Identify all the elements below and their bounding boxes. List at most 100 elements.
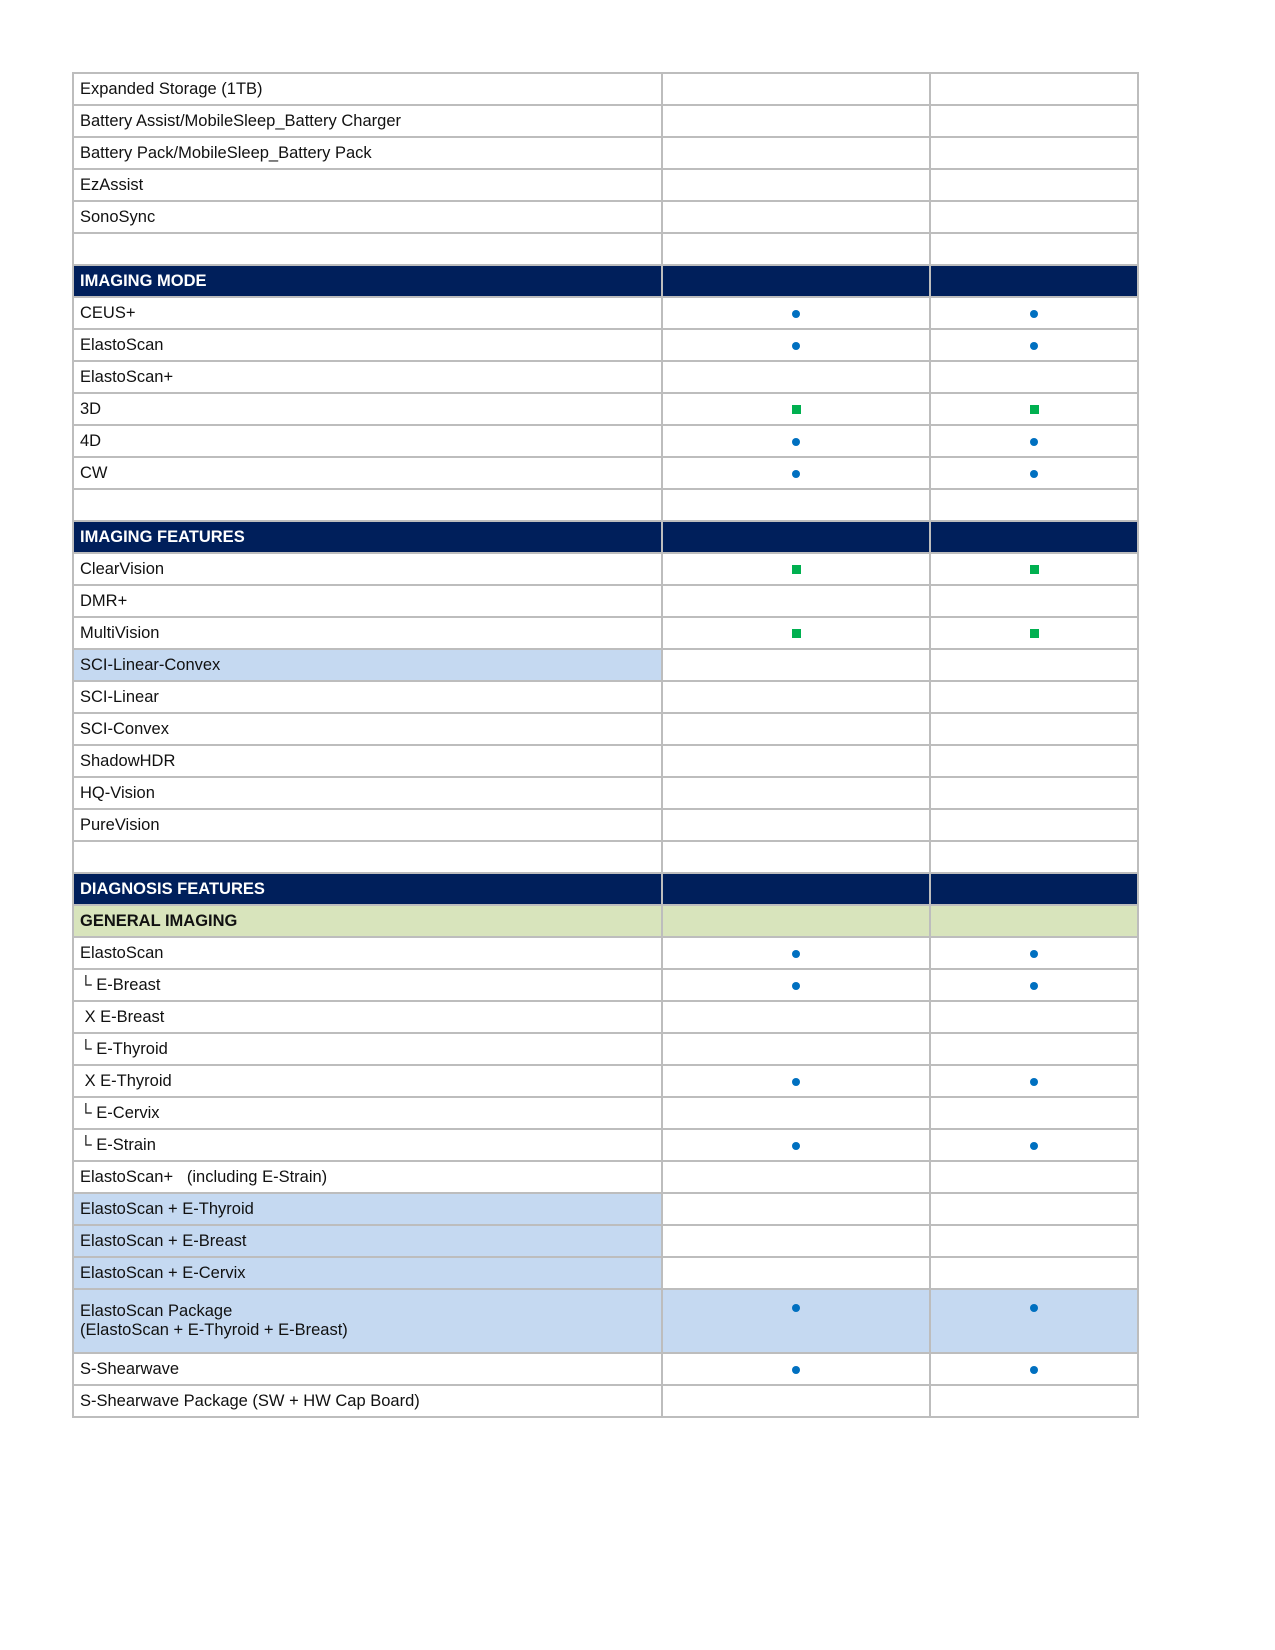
availability-cell <box>929 1288 1139 1354</box>
feature-label: Battery Assist/MobileSleep_Battery Charg… <box>72 104 663 138</box>
availability-cell <box>929 744 1139 778</box>
availability-cell <box>661 680 931 714</box>
feature-label: └ E-Thyroid <box>72 1032 663 1066</box>
feature-name: ElastoScan+ (including E-Strain) <box>80 1167 328 1186</box>
table-row: X E-Breast <box>72 1000 1139 1034</box>
standard-dot-icon <box>1030 1304 1038 1312</box>
table-row: SCI-Convex <box>72 712 1139 746</box>
availability-cell <box>661 392 931 426</box>
availability-cell <box>929 328 1139 362</box>
availability-cell <box>929 872 1139 906</box>
standard-dot-icon <box>792 309 800 318</box>
table-row <box>72 488 1139 522</box>
availability-cell <box>929 936 1139 970</box>
availability-cell <box>661 232 931 266</box>
availability-cell <box>661 1128 931 1162</box>
feature-name: ShadowHDR <box>80 751 176 770</box>
table-row: Battery Assist/MobileSleep_Battery Charg… <box>72 104 1139 138</box>
availability-cell <box>661 648 931 682</box>
availability-cell <box>929 456 1139 490</box>
feature-label: S-Shearwave <box>72 1352 663 1386</box>
feature-name: SonoSync <box>80 207 156 226</box>
table-row: 3D <box>72 392 1139 426</box>
feature-label: PureVision <box>72 808 663 842</box>
feature-label: DIAGNOSIS FEATURES <box>72 872 663 906</box>
availability-cell <box>661 712 931 746</box>
table-row: ElastoScan Package (ElastoScan + E-Thyroi… <box>72 1288 1139 1354</box>
feature-label: ClearVision <box>72 552 663 586</box>
table-row: 4D <box>72 424 1139 458</box>
section-header-row: IMAGING FEATURES <box>72 520 1139 554</box>
feature-name: ClearVision <box>80 559 165 578</box>
feature-label <box>72 488 663 522</box>
availability-cell <box>661 1064 931 1098</box>
standard-dot-icon <box>792 1304 800 1312</box>
standard-dot-icon <box>1030 437 1038 446</box>
table-row: CEUS+ <box>72 296 1139 330</box>
feature-label: S-Shearwave Package (SW + HW Cap Board) <box>72 1384 663 1418</box>
feature-label: ElastoScan <box>72 328 663 362</box>
availability-cell <box>661 968 931 1002</box>
feature-name: PureVision <box>80 815 160 834</box>
standard-dot-icon <box>1030 1365 1038 1374</box>
availability-cell <box>929 712 1139 746</box>
availability-cell <box>661 328 931 362</box>
feature-label: HQ-Vision <box>72 776 663 810</box>
feature-name: EzAssist <box>80 175 144 194</box>
availability-cell <box>929 1256 1139 1290</box>
feature-label: ElastoScan + E-Breast <box>72 1224 663 1258</box>
availability-cell <box>661 808 931 842</box>
availability-cell <box>929 680 1139 714</box>
feature-label: Battery Pack/MobileSleep_Battery Pack <box>72 136 663 170</box>
feature-label: SCI-Linear-Convex <box>72 648 663 682</box>
feature-name: CEUS+ <box>80 303 136 322</box>
availability-cell <box>929 1384 1139 1418</box>
feature-label: CEUS+ <box>72 296 663 330</box>
table-row: S-Shearwave <box>72 1352 1139 1386</box>
availability-cell <box>929 1096 1139 1130</box>
feature-name: GENERAL IMAGING <box>80 911 238 930</box>
availability-cell <box>661 776 931 810</box>
feature-name: MultiVision <box>80 623 160 642</box>
availability-cell <box>929 1128 1139 1162</box>
table-row: SCI-Linear <box>72 680 1139 714</box>
feature-table: Expanded Storage (1TB) Battery Assist/Mob… <box>72 72 1139 1418</box>
table-row: DMR+ <box>72 584 1139 618</box>
table-row: └ E-Thyroid <box>72 1032 1139 1066</box>
availability-cell <box>929 584 1139 618</box>
availability-cell <box>929 232 1139 266</box>
availability-cell <box>661 1288 931 1354</box>
option-square-icon <box>791 628 801 638</box>
option-square-icon <box>791 404 801 414</box>
table-row: ElastoScan <box>72 328 1139 362</box>
table-row: ElastoScan + E-Cervix <box>72 1256 1139 1290</box>
feature-label: GENERAL IMAGING <box>72 904 663 938</box>
standard-dot-icon <box>792 981 800 990</box>
feature-label: └ E-Cervix <box>72 1096 663 1130</box>
feature-name: S-Shearwave Package (SW + HW Cap Board) <box>80 1391 420 1410</box>
standard-dot-icon <box>792 1365 800 1374</box>
feature-label: ElastoScan+ (including E-Strain) <box>72 1160 663 1194</box>
availability-cell <box>661 488 931 522</box>
standard-dot-icon <box>1030 949 1038 958</box>
availability-cell <box>661 360 931 394</box>
availability-cell <box>661 552 931 586</box>
table-row: └ E-Cervix <box>72 1096 1139 1130</box>
feature-name: ElastoScan + E-Thyroid <box>80 1199 254 1218</box>
feature-label: IMAGING FEATURES <box>72 520 663 554</box>
standard-dot-icon <box>1030 469 1038 478</box>
table-row <box>72 232 1139 266</box>
table-row: ElastoScan <box>72 936 1139 970</box>
feature-name: ElastoScan <box>80 335 164 354</box>
feature-name: X E-Thyroid <box>80 1071 172 1090</box>
option-square-icon <box>1029 564 1039 574</box>
feature-label: 3D <box>72 392 663 426</box>
availability-cell <box>661 296 931 330</box>
feature-name: 4D <box>80 431 102 450</box>
feature-name: ElastoScan Package <box>80 1302 233 1320</box>
availability-cell <box>661 1032 931 1066</box>
availability-cell <box>929 1192 1139 1226</box>
availability-cell <box>661 168 931 202</box>
feature-name: └ E-Cervix <box>80 1103 160 1122</box>
section-header-row: DIAGNOSIS FEATURES <box>72 872 1139 906</box>
